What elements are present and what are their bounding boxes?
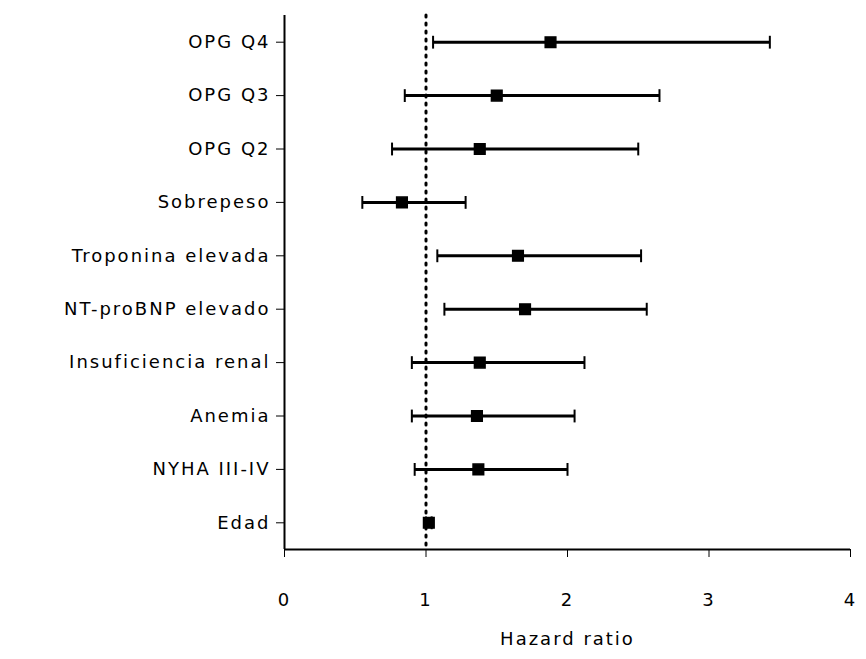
svg-text:Anemia: Anemia [190,405,270,426]
svg-text:OPG Q3: OPG Q3 [188,84,270,105]
svg-text:0: 0 [278,589,291,610]
svg-text:1: 1 [419,589,432,610]
svg-text:OPG Q2: OPG Q2 [188,138,270,159]
svg-text:Sobrepeso: Sobrepeso [158,191,271,212]
svg-text:4: 4 [844,589,857,610]
svg-text:Troponina elevada: Troponina elevada [71,245,271,266]
svg-text:Hazard ratio: Hazard ratio [500,628,635,649]
svg-text:NT-proBNP elevado: NT-proBNP elevado [64,298,270,319]
svg-text:Insuficiencia renal: Insuficiencia renal [69,351,270,372]
svg-text:Edad: Edad [217,512,270,533]
svg-text:OPG Q4: OPG Q4 [188,31,270,52]
svg-text:2: 2 [561,589,574,610]
svg-text:NYHA III-IV: NYHA III-IV [152,458,270,479]
svg-text:3: 3 [702,589,715,610]
